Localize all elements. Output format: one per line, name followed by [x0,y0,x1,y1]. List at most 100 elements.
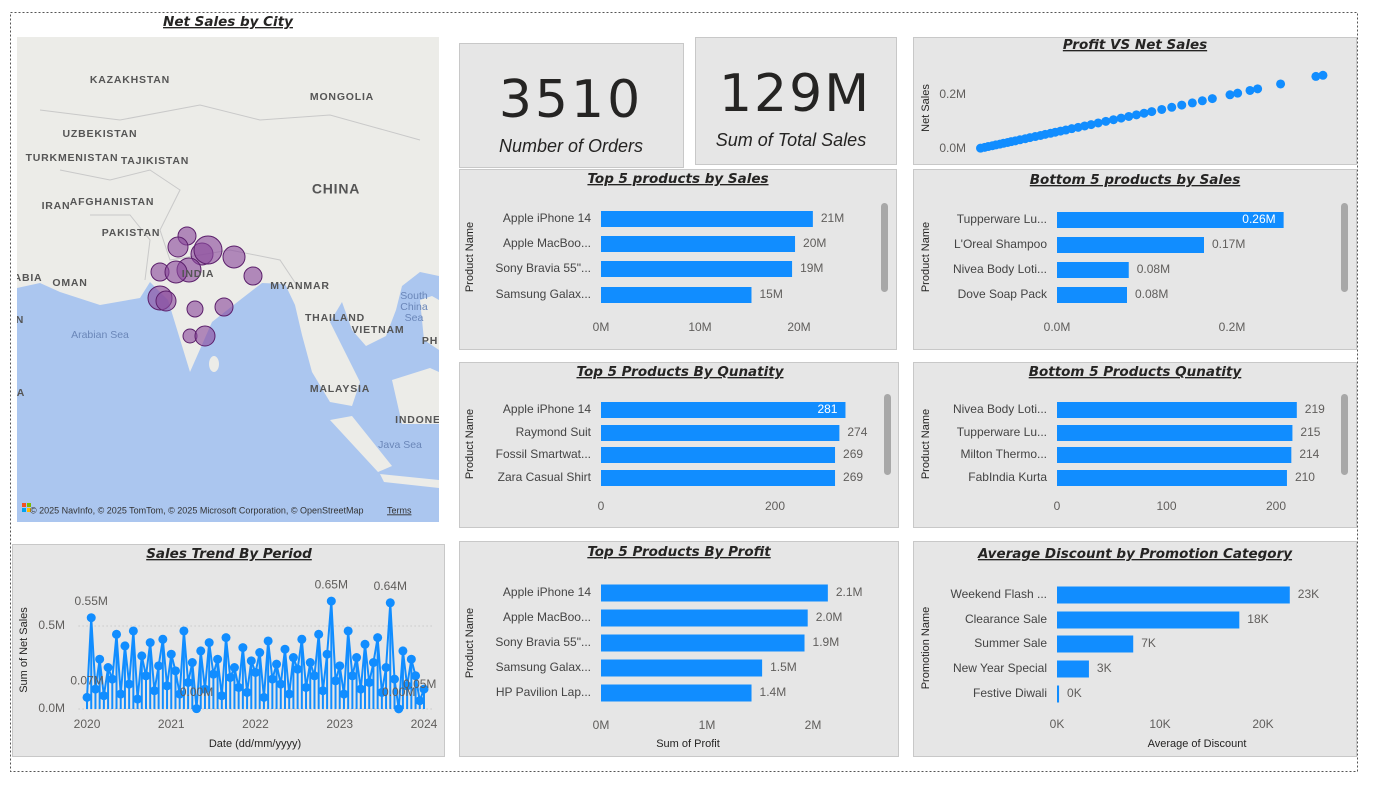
point [301,682,311,692]
point [1276,79,1286,89]
scrollbar[interactable] [1341,394,1348,475]
x-tick-label: 1M [699,718,716,732]
point [166,649,176,659]
card-panel [695,37,897,165]
point [145,638,155,648]
point [99,691,109,701]
point [309,671,319,681]
point [1207,94,1217,104]
x-tick-label: 200 [765,499,785,513]
chart-panel [12,544,445,757]
point [339,689,349,699]
point [1108,115,1118,125]
map-label: Arabian Sea [71,329,129,341]
x-tick-label: 10K [1149,717,1170,731]
logo [27,503,31,507]
map-label: INDIA [182,268,215,280]
map-label: THAILAND [305,312,365,324]
map-label: Java Sea [378,439,422,451]
scrollbar[interactable] [1341,203,1348,292]
value-label: 7K [1141,636,1156,650]
point [124,679,134,689]
logo [27,508,31,512]
value-label: 21M [821,211,844,225]
value-label: 15M [759,287,782,301]
point [385,598,395,608]
point [343,626,353,636]
point [331,676,341,686]
point [192,704,202,714]
map-label: TAJIKISTAN [121,155,189,167]
scrollbar[interactable] [881,203,888,292]
chart-title: Sales Trend By Period [146,546,312,562]
map-terms[interactable]: Terms [387,505,412,515]
point [411,671,421,681]
point [170,666,180,676]
y-axis-title: Product Name [920,222,932,292]
x-axis-title: Date (dd/mm/yyyy) [209,738,301,750]
map-label: VIETNAM [352,324,405,336]
map-attribution: © 2025 NavInfo, © 2025 TomTom, © 2025 Mi… [30,505,364,515]
bar [1057,402,1297,418]
category-label: Nivea Body Loti... [953,262,1047,276]
value-label: 20M [803,236,826,250]
bar [1057,287,1127,303]
map-label: MALAYSIA [310,383,370,395]
point [1167,102,1177,112]
x-tick-label: 0.2M [1219,320,1246,334]
point [381,663,391,672]
bar [1057,586,1290,604]
point [389,674,399,684]
category-label: Zara Casual Shirt [498,470,592,484]
chart-title: Top 5 products by Sales [587,171,768,187]
point [360,639,370,649]
point [1177,100,1187,110]
value-label: 215 [1300,425,1320,439]
category-label: Nivea Body Loti... [953,402,1047,416]
x-tick-label: 2024 [411,717,438,731]
chart-title: Bottom 5 products by Sales [1030,172,1240,188]
category-label: Apple MacBoo... [503,610,591,624]
point [229,663,239,672]
point [158,634,168,644]
point [1101,116,1111,126]
point [217,691,227,701]
x-axis-title: Average of Discount [1148,738,1247,750]
value-label: 0.64M [374,579,407,593]
value-label: 0.26M [1242,212,1275,226]
category-label: Dove Soap Pack [958,287,1048,301]
map-label: South [400,290,428,302]
point [234,682,244,692]
point [154,661,164,671]
category-label: Weekend Flash ... [951,587,1048,601]
x-tick-label: 0M [593,718,610,732]
bar [601,261,793,277]
x-tick-label: 2M [805,718,822,732]
value-label: 281 [817,402,837,416]
chart-title: Average Discount by Promotion Category [977,546,1293,562]
scrollbar[interactable] [884,394,891,475]
point [251,667,260,677]
bar [1057,635,1134,653]
card-label: Number of Orders [499,136,643,156]
point [322,649,332,659]
point [398,646,408,656]
canvas-border [10,12,1358,772]
value-label: 19M [800,261,823,275]
point [368,658,378,668]
value-label: 1.4M [760,685,787,699]
card-label: Sum of Total Sales [716,130,866,150]
value-label: 2.0M [816,610,843,624]
value-label: 0.05M [403,677,436,691]
bar [601,634,805,652]
map-label: KAZAKHSTAN [90,74,170,86]
y-axis-title: Product Name [920,409,932,479]
x-tick-label: 2020 [74,717,101,731]
logo [22,508,26,512]
point [415,696,425,706]
category-label: Samsung Galax... [496,287,591,301]
map-label: Sea [405,312,424,324]
point [314,629,324,639]
x-tick-label: 0M [593,320,610,334]
value-label: 269 [843,447,863,461]
